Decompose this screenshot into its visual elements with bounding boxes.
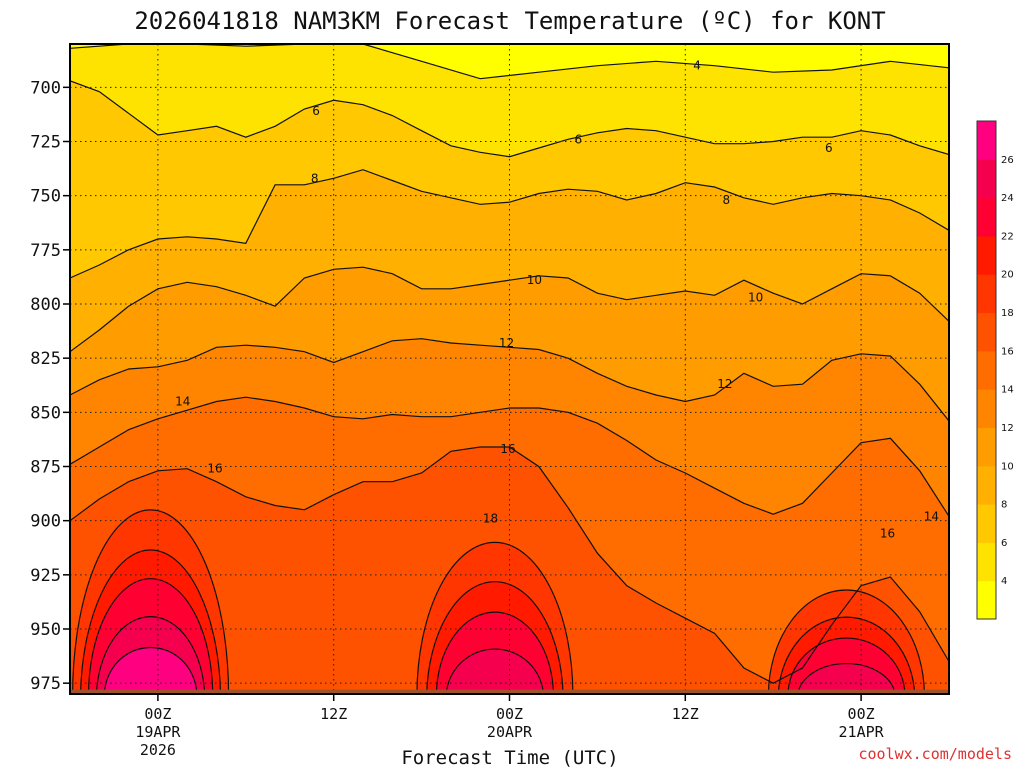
colorbar-tick-label: 12	[1001, 423, 1014, 434]
colorbar-tick-label: 14	[1001, 385, 1014, 396]
x-tick-date: 21APR	[839, 723, 885, 741]
colorbar-tick-label: 10	[1001, 461, 1014, 472]
warm-pocket-2-24	[797, 662, 896, 694]
x-tick-label: 00Z	[496, 705, 523, 723]
colorbar-segment-4	[977, 427, 996, 467]
contour-label-12: 12	[717, 377, 732, 391]
colorbar-segment-11	[977, 159, 996, 199]
y-tick-label-900: 900	[30, 512, 61, 532]
x-tick-label: 00Z	[848, 705, 875, 723]
contour-label-16: 16	[880, 527, 895, 541]
colorbar-segment-9	[977, 235, 996, 275]
contour-label-10: 10	[748, 291, 763, 305]
y-tick-label-925: 925	[30, 566, 61, 586]
colorbar-segment-10	[977, 197, 996, 237]
colorbar-frame	[976, 120, 997, 620]
contour-label-16: 16	[500, 442, 515, 456]
colorbar-segment-3	[977, 465, 996, 505]
colorbar-segment-5	[977, 389, 996, 428]
colorbar-segment-2	[977, 504, 996, 543]
y-axis: 700 725 750 775 800 825 850 875 900 925 950 975	[30, 78, 70, 694]
credit-text: coolwx.com/models	[858, 745, 1012, 763]
contour-label-16: 16	[207, 462, 222, 476]
y-tick-label-800: 800	[30, 295, 61, 315]
colorbar-tick-label: 6	[1001, 538, 1007, 549]
y-tick-label-950: 950	[30, 620, 61, 640]
colorbar-tick-label: 16	[1001, 346, 1014, 357]
contour-label-4: 4	[693, 59, 701, 73]
x-axis-label: Forecast Time (UTC)	[401, 747, 618, 768]
terrain-surface	[70, 689, 949, 694]
colorbar-segment-7	[977, 312, 996, 352]
colorbar-tick-label: 8	[1001, 500, 1007, 511]
isotherm-12	[70, 338, 949, 422]
x-tick-label: 12Z	[672, 705, 699, 723]
colorbar-segment-0	[977, 580, 996, 620]
isotherm-lines	[70, 44, 949, 684]
y-tick-label-975: 975	[30, 674, 61, 694]
contour-label-10: 10	[527, 273, 542, 287]
colorbar-tick-label: 20	[1001, 270, 1014, 281]
contour-label-6: 6	[312, 104, 320, 118]
colorbar: 4 6 8 10 12 14 16 18 20 22 24 26	[976, 120, 1014, 620]
contour-label-8: 8	[311, 171, 319, 185]
colorbar-segment-1	[977, 542, 996, 582]
warm-pocket-0-26	[103, 646, 198, 694]
contour-label-14: 14	[924, 509, 939, 523]
y-tick-label-850: 850	[30, 403, 61, 423]
x-tick-date: 19APR	[135, 723, 181, 741]
x-tick-year: 2026	[140, 741, 176, 759]
colorbar-tick-label: 24	[1001, 193, 1014, 204]
colorbar-segment-6	[977, 350, 996, 390]
colorbar-segment-12	[977, 121, 996, 160]
warm-pockets	[72, 509, 925, 694]
x-tick-label: 12Z	[320, 705, 347, 723]
contour-label-6: 6	[825, 141, 833, 155]
contour-label-8: 8	[722, 193, 730, 207]
colorbar-tick-label: 18	[1001, 308, 1014, 319]
y-tick-label-875: 875	[30, 458, 61, 478]
isotherm-14	[70, 396, 949, 517]
colorbar-tick-label: 4	[1001, 576, 1007, 587]
colorbar-tick-label: 22	[1001, 231, 1014, 242]
isotherm-8	[70, 169, 949, 279]
contour-label-6: 6	[575, 132, 583, 146]
y-tick-label-775: 775	[30, 241, 61, 261]
x-tick-label: 00Z	[144, 705, 171, 723]
isotherm-6	[70, 80, 949, 158]
contour-label-18: 18	[483, 512, 498, 526]
isotherm-16	[70, 446, 949, 684]
colorbar-tick-label: 26	[1001, 155, 1014, 166]
x-tick-date: 20APR	[487, 723, 533, 741]
chart-title: 2026041818 NAM3KM Forecast Temperature (…	[134, 7, 885, 35]
y-tick-label-825: 825	[30, 349, 61, 369]
grid-lines	[70, 44, 949, 694]
contour-labels: 4 6 6 6 8 8 10 10 12 12 14 14 16 16 16 18	[175, 59, 939, 541]
y-tick-label-725: 725	[30, 133, 61, 153]
plot-area: 4 6 6 6 8 8 10 10 12 12 14 14 16 16 16 18	[70, 44, 949, 694]
y-tick-label-750: 750	[30, 187, 61, 207]
contour-label-14: 14	[175, 395, 190, 409]
contour-label-12: 12	[499, 336, 514, 350]
colorbar-segment-8	[977, 274, 996, 314]
y-tick-label-700: 700	[30, 78, 61, 98]
